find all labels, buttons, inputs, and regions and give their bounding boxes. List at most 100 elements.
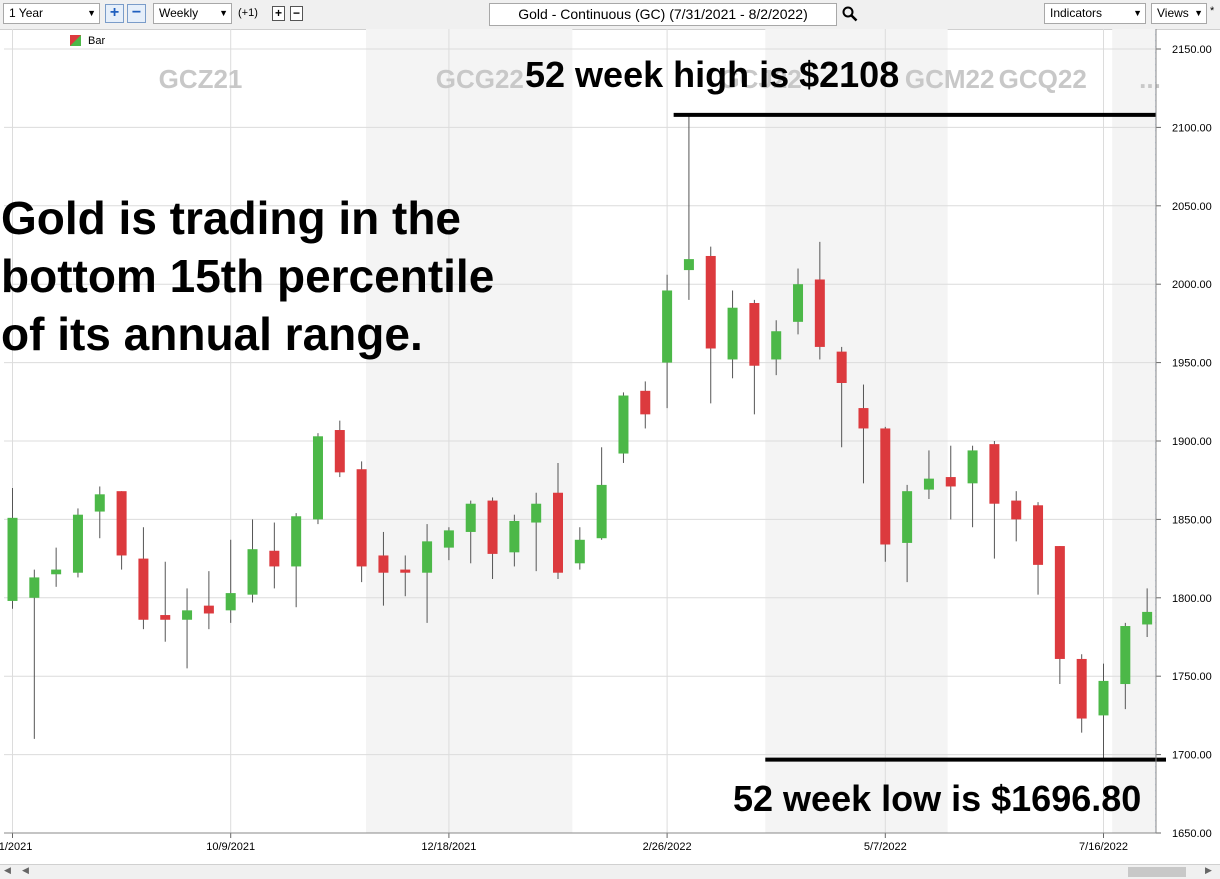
horizontal-scrollbar[interactable]: ◀ ◀ ▶ (0, 864, 1220, 879)
candle-body (683, 259, 694, 271)
chevron-down-icon: ▼ (219, 8, 228, 18)
chevron-down-icon: ▼ (1194, 8, 1203, 18)
contract-shade-band (765, 29, 948, 833)
y-tick-label: 1700.00 (1172, 750, 1212, 762)
x-tick-label: 5/7/2022 (864, 841, 907, 853)
candle-body (596, 484, 607, 539)
candle-body (465, 503, 476, 532)
candles (7, 114, 1153, 760)
zoom-out-button[interactable]: − (127, 4, 146, 23)
candle-body (967, 450, 978, 484)
legend: Bar (70, 35, 105, 47)
legend-label: Bar (88, 35, 105, 47)
star-label: * (1210, 5, 1215, 17)
scroll-left-small-icon[interactable]: ◀ (22, 865, 29, 875)
candle-body (94, 494, 105, 512)
annotations: 52 week high is $2108 52 week low is $169… (1, 54, 1141, 819)
period-select[interactable]: 1 Year ▼ (3, 3, 100, 24)
scroll-right-icon[interactable]: ▶ (1205, 865, 1212, 875)
y-tick-label: 2050.00 (1172, 201, 1212, 213)
chevron-down-icon: ▼ (1133, 8, 1142, 18)
candle-body (705, 255, 716, 349)
candle-body (771, 331, 782, 360)
scroll-left-icon[interactable]: ◀ (4, 865, 11, 875)
candlestick-chart[interactable]: GCZ21 GCG22 GCJ22 GCM22 GCQ22... 2150.00 2100… (0, 29, 1220, 864)
candle-body (422, 541, 433, 573)
candle-body (443, 530, 454, 548)
candle-body (727, 307, 738, 360)
candle-body (1142, 611, 1153, 625)
offset-minus-button[interactable]: − (290, 6, 303, 21)
y-tick-label: 1750.00 (1172, 671, 1212, 683)
candle-body (182, 610, 193, 620)
candle-body (640, 390, 651, 415)
candle-body (247, 549, 258, 595)
contract-labels: GCZ21 GCG22 GCJ22 GCM22 GCQ22... (159, 64, 1161, 94)
candle-body (1098, 680, 1109, 716)
candle-body (1011, 500, 1022, 520)
contract-shade-band (365, 29, 573, 833)
contract-label: GCQ22 (999, 64, 1087, 94)
candle-body (312, 436, 323, 520)
legend-green-half (70, 35, 81, 46)
contract-label: GCM22 (905, 64, 995, 94)
candle-body (72, 514, 83, 573)
candle-body (902, 491, 913, 543)
candle-body (1033, 505, 1044, 565)
candle-body (487, 500, 498, 554)
interval-value: Weekly (159, 6, 199, 20)
low-annotation: 52 week low is $1696.80 (733, 778, 1141, 819)
candle-body (880, 428, 891, 545)
candle-body (814, 279, 825, 347)
scrollbar-thumb[interactable] (1128, 867, 1186, 877)
x-tick-label: 31/2021 (0, 841, 32, 853)
y-tick-label: 1800.00 (1172, 593, 1212, 605)
candle-body (378, 555, 389, 573)
indicators-select[interactable]: Indicators ▼ (1044, 3, 1146, 24)
candle-body (291, 516, 302, 567)
candle-body (1054, 546, 1065, 659)
candle-body (618, 395, 629, 454)
contract-shade-band (1112, 29, 1156, 833)
views-select[interactable]: Views ▼ (1151, 3, 1207, 24)
contract-shading (365, 29, 1157, 834)
candle-body (531, 503, 542, 523)
interval-select[interactable]: Weekly ▼ (153, 3, 232, 24)
candle-body (1120, 626, 1131, 685)
candle-body (989, 444, 1000, 504)
y-tick-label: 1900.00 (1172, 436, 1212, 448)
main-annotation-line: bottom 15th percentile (1, 250, 494, 302)
y-tick-label: 1850.00 (1172, 514, 1212, 526)
offset-label: (+1) (238, 7, 258, 19)
magnifier-icon[interactable] (842, 6, 858, 22)
toolbar: 1 Year ▼ + − Weekly ▼ (+1) + − Gold - Co… (0, 0, 1220, 30)
grid (4, 29, 1156, 834)
candle-body (662, 290, 673, 363)
candle-body (400, 569, 411, 573)
x-tick-label: 2/26/2022 (643, 841, 692, 853)
offset-plus-button[interactable]: + (272, 6, 285, 21)
high-annotation: 52 week high is $2108 (525, 54, 899, 95)
x-tick-label: 7/16/2022 (1079, 841, 1128, 853)
candle-body (793, 284, 804, 322)
contract-label: GCJ22 (719, 64, 801, 94)
zoom-in-button[interactable]: + (105, 4, 124, 23)
candle-body (116, 491, 127, 556)
chevron-down-icon: ▼ (87, 8, 96, 18)
range-lines (673, 112, 1166, 762)
candle-body (334, 430, 345, 473)
candle-body (509, 520, 520, 553)
main-annotation-line: of its annual range. (1, 308, 423, 360)
candle-body (138, 558, 149, 620)
contract-label: GCZ21 (159, 64, 243, 94)
candle-body (29, 577, 40, 598)
views-label: Views (1157, 6, 1189, 20)
candle-body (749, 303, 760, 366)
candle-body (553, 492, 563, 573)
y-tick-label: 1950.00 (1172, 358, 1212, 370)
candle-body (574, 539, 585, 564)
period-value: 1 Year (9, 6, 44, 20)
candle-body (203, 605, 214, 614)
symbol-title-field[interactable]: Gold - Continuous (GC) (7/31/2021 - 8/2/… (489, 3, 837, 26)
x-tick-label: 10/9/2021 (206, 841, 255, 853)
